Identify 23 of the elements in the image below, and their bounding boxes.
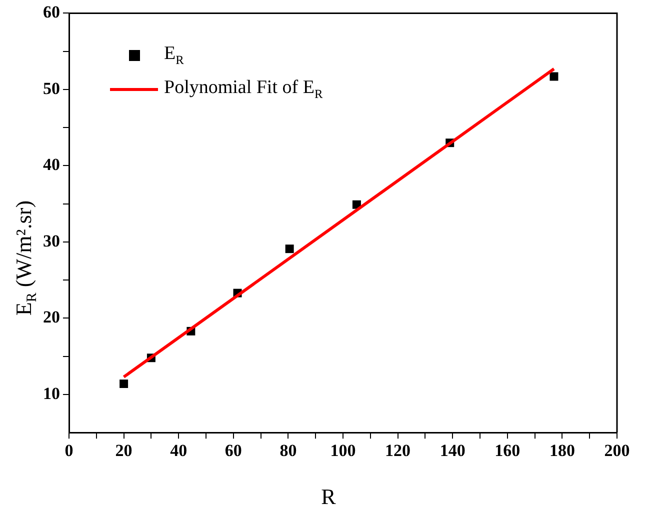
y-tick-label: 30 xyxy=(43,231,60,250)
point xyxy=(550,72,558,81)
legend-label: Polynomial Fit of E$_{R}$ xyxy=(164,76,323,102)
x-tick-label: 140 xyxy=(440,441,466,460)
x-axis-title: R xyxy=(320,484,337,510)
x-tick-label: 40 xyxy=(170,441,188,460)
y-tick-label: 20 xyxy=(43,308,60,327)
point xyxy=(120,380,128,388)
y-tick-label: 40 xyxy=(43,155,60,174)
x-tick-label: 80 xyxy=(280,441,297,460)
point xyxy=(285,244,294,254)
x-tick-label: 0 xyxy=(64,441,74,460)
x-tick-label: 200 xyxy=(604,441,630,460)
x-tick-label: 60 xyxy=(224,441,242,460)
legend-label: E$_{R}$ xyxy=(164,42,184,68)
x-tick-label: 100 xyxy=(330,441,356,460)
x-tick-label: 120 xyxy=(385,441,411,460)
x-tick-label: 160 xyxy=(494,441,520,460)
y-tick-label: 10 xyxy=(43,384,60,403)
y-tick-label: 60 xyxy=(43,2,60,22)
y-tick-label: 50 xyxy=(43,78,60,98)
x-tick-label: 180 xyxy=(549,441,575,460)
x-tick-label: 20 xyxy=(115,441,132,460)
